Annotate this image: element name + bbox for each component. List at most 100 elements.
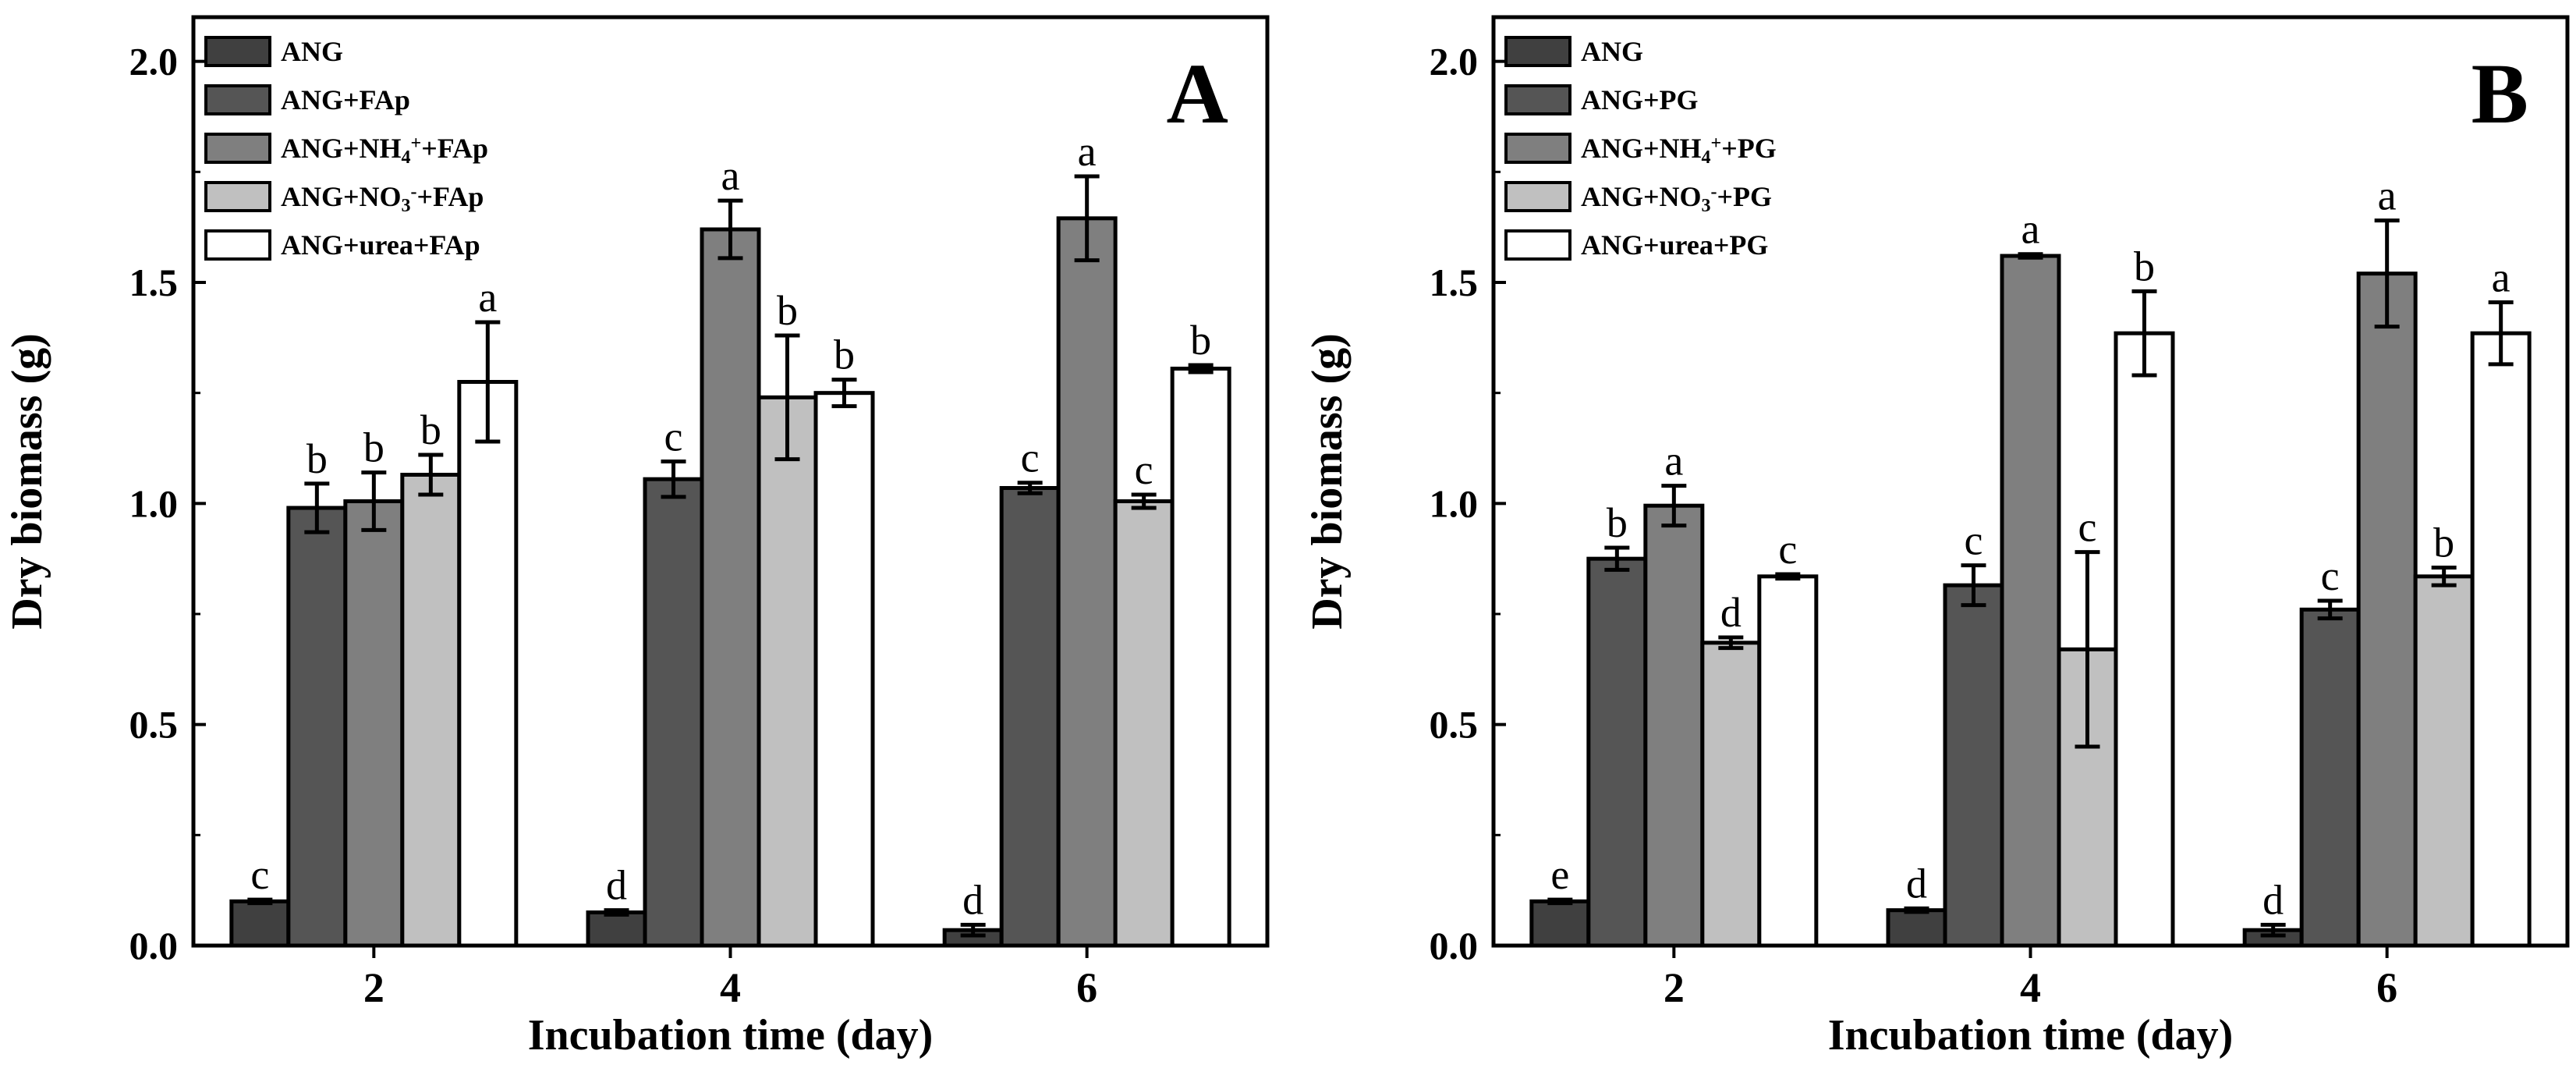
chart-1-y-tick-label: 0.0 bbox=[129, 924, 179, 967]
chart-1-legend-item: ANG+FAp bbox=[204, 84, 410, 115]
chart-2-legend-swatch bbox=[1504, 36, 1571, 67]
chart-2-legend-item: ANG+NO3-+PG bbox=[1504, 181, 1772, 216]
chart-2-error-bar bbox=[1775, 572, 1801, 581]
chart-2-x-tick-label: 6 bbox=[2376, 964, 2397, 1011]
chart-1-legend-swatch bbox=[204, 133, 271, 164]
chart-1-y-axis-label: Dry biomass (g) bbox=[3, 333, 51, 630]
chart-2-y-tick-label: 0.0 bbox=[1430, 924, 1479, 967]
chart-2-error-bar bbox=[1604, 545, 1630, 572]
chart-2-legend-label: ANG+urea+PG bbox=[1581, 229, 1768, 261]
chart-1-legend-label: ANG bbox=[281, 36, 343, 67]
chart-1-legend-swatch bbox=[204, 36, 271, 67]
chart-1-legend-item: ANG+urea+FAp bbox=[204, 229, 480, 261]
chart-1-error-bar bbox=[1188, 363, 1214, 374]
chart-1-significance-letter: c bbox=[1135, 446, 1153, 493]
chart-2-bar bbox=[1586, 556, 1648, 948]
chart-1-significance-letter: b bbox=[777, 287, 798, 334]
chart-1-significance-letter: b bbox=[306, 435, 328, 482]
chart-1-significance-letter: a bbox=[721, 152, 740, 199]
chart-2-bar bbox=[2000, 254, 2061, 948]
chart-2-legend-label: ANG+NH4++PG bbox=[1581, 133, 1777, 168]
chart-2-legend-swatch bbox=[1504, 133, 1571, 164]
chart-2-significance-letter: b bbox=[2433, 520, 2454, 566]
chart-1-bar bbox=[286, 506, 348, 948]
chart-1-bar bbox=[457, 380, 519, 948]
chart-1-bar bbox=[999, 486, 1061, 948]
chart-2-significance-letter: d bbox=[1906, 860, 1927, 907]
chart-2-bar bbox=[1529, 899, 1591, 948]
chart-2-bar bbox=[2470, 331, 2532, 948]
chart-1-legend-label: ANG+NO3-+FAp bbox=[281, 181, 484, 216]
chart-2-bar bbox=[2057, 647, 2118, 948]
chart-1-legend-item: ANG+NO3-+FAp bbox=[204, 181, 484, 216]
chart-2-panel-label: B bbox=[2471, 46, 2528, 141]
chart-1-error-bar bbox=[1131, 492, 1157, 510]
chart-1-bar bbox=[1113, 499, 1175, 948]
chart-1-significance-letter: c bbox=[250, 851, 269, 898]
chart-2-error-bar bbox=[1718, 635, 1744, 651]
chart-2-bar bbox=[1643, 503, 1705, 948]
chart-2-bar bbox=[1886, 908, 1947, 948]
chart-2-error-bar bbox=[2131, 289, 2157, 378]
chart-1-legend-label: ANG+urea+FAp bbox=[281, 229, 480, 261]
panel-a: 0.0 0.5 1.0 1.5 2.0 Dry biomass (g) 2 4 6 Incubat… bbox=[3, 15, 1270, 1059]
chart-1-error-bar bbox=[1074, 174, 1100, 263]
chart-2-error-bar bbox=[1547, 897, 1573, 906]
chart-2-bar bbox=[2356, 272, 2418, 948]
chart-1-significance-letter: a bbox=[478, 274, 497, 321]
chart-1-x-tick-label: 6 bbox=[1076, 964, 1097, 1011]
chart-1-significance-letter: b bbox=[834, 332, 855, 378]
chart-2-legend-swatch bbox=[1504, 181, 1571, 212]
chart-2-legend-label: ANG+NO3-+PG bbox=[1581, 181, 1772, 216]
chart-2-significance-letter: c bbox=[1965, 517, 1983, 564]
chart-1-bar bbox=[813, 391, 875, 948]
chart-2-significance-letter: e bbox=[1550, 851, 1569, 898]
chart-2-bar bbox=[1943, 583, 2004, 948]
chart-1-error-bar bbox=[661, 460, 686, 499]
chart-1-error-bar bbox=[475, 320, 501, 444]
chart-1-y-tick-label: 2.0 bbox=[129, 40, 179, 83]
chart-2-significance-letter: c bbox=[2078, 504, 2097, 551]
chart-1-error-bar bbox=[718, 198, 743, 261]
chart-1-significance-letter: d bbox=[962, 876, 983, 923]
chart-2-legend-swatch bbox=[1504, 229, 1571, 261]
chart-2-y-tick-label: 0.5 bbox=[1430, 703, 1479, 747]
chart-1-error-bar bbox=[361, 470, 387, 532]
chart-1-bar bbox=[400, 473, 462, 948]
chart-1-error-bar bbox=[774, 333, 800, 462]
chart-1-error-bar bbox=[604, 908, 629, 917]
chart-2-y-tick-label: 1.0 bbox=[1430, 481, 1479, 525]
chart-1-significance-letter: c bbox=[664, 413, 683, 460]
chart-2-y-tick-label: 2.0 bbox=[1430, 40, 1479, 83]
chart-2-significance-letter: d bbox=[1720, 589, 1742, 636]
chart-2-legend-item: ANG+PG bbox=[1504, 84, 1699, 115]
chart-2-bar bbox=[1757, 574, 1819, 948]
chart-2-error-bar bbox=[2075, 550, 2100, 749]
chart-1-legend-item: ANG bbox=[204, 36, 343, 67]
chart-1-y-tick-label: 0.5 bbox=[129, 703, 179, 747]
chart-1-bar bbox=[700, 227, 761, 948]
chart-1-x-axis-label: Incubation time (day) bbox=[528, 1011, 934, 1059]
chart-2-significance-letter: c bbox=[1778, 526, 1797, 573]
chart-1-x-tick-label: 2 bbox=[363, 964, 384, 1011]
chart-1-legend-label: ANG+FAp bbox=[281, 84, 410, 115]
chart-2-significance-letter: a bbox=[2021, 206, 2040, 253]
chart-2-legend-item: ANG+NH4++PG bbox=[1504, 133, 1777, 168]
chart-1-legend-swatch bbox=[204, 229, 271, 261]
chart-2-significance-letter: b bbox=[2134, 243, 2155, 289]
chart-1-bar bbox=[1170, 367, 1231, 948]
chart-1-significance-letter: d bbox=[606, 862, 627, 909]
chart-1-legend-swatch bbox=[204, 181, 271, 212]
chart-1-panel-label: A bbox=[1167, 46, 1228, 141]
chart-2-bar bbox=[1700, 641, 1762, 948]
chart-1-x-tick-label: 4 bbox=[720, 964, 741, 1011]
chart-1-bar bbox=[586, 910, 647, 948]
chart-1-legend-item: ANG+NH4++FAp bbox=[204, 133, 488, 168]
chart-2-significance-letter: a bbox=[2492, 254, 2510, 301]
chart-1-significance-letter: b bbox=[363, 424, 384, 471]
chart-2-error-bar bbox=[1904, 906, 1929, 914]
chart-2-y-tick-label: 1.5 bbox=[1430, 261, 1479, 304]
chart-2-x-axis-label: Incubation time (day) bbox=[1828, 1011, 2234, 1059]
chart-1-error-bar bbox=[304, 481, 330, 534]
chart-1-bar bbox=[757, 395, 818, 948]
